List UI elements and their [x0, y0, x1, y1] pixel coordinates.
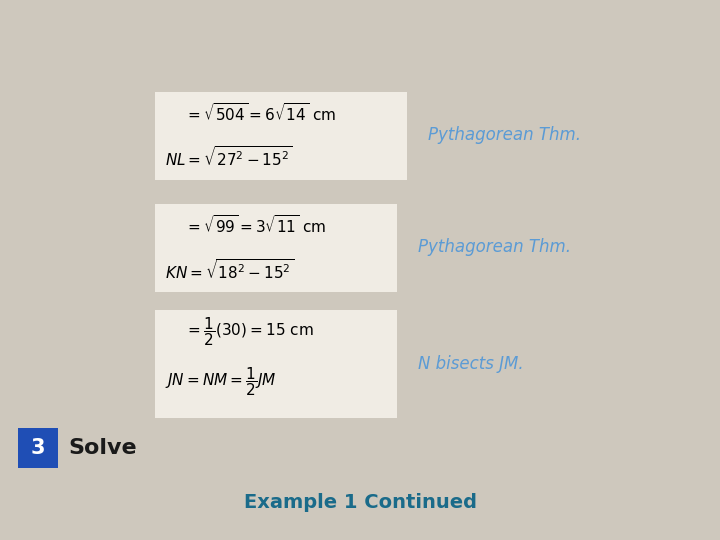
FancyBboxPatch shape	[155, 92, 407, 180]
Text: $KN = \sqrt{18^2 - 15^2}$: $KN = \sqrt{18^2 - 15^2}$	[165, 258, 294, 282]
FancyBboxPatch shape	[18, 428, 58, 468]
Text: Pythagorean Thm.: Pythagorean Thm.	[418, 238, 571, 256]
Text: $JN = NM = \dfrac{1}{2}JM$: $JN = NM = \dfrac{1}{2}JM$	[165, 366, 276, 399]
Text: $NL = \sqrt{27^2 - 15^2}$: $NL = \sqrt{27^2 - 15^2}$	[165, 145, 292, 169]
Text: $= \sqrt{504} = 6\sqrt{14}\ \mathrm{cm}$: $= \sqrt{504} = 6\sqrt{14}\ \mathrm{cm}$	[185, 102, 336, 124]
Text: 3: 3	[31, 438, 45, 458]
Text: $= \dfrac{1}{2}(30) = 15\ \mathrm{cm}$: $= \dfrac{1}{2}(30) = 15\ \mathrm{cm}$	[185, 315, 314, 348]
Text: Example 1 Continued: Example 1 Continued	[243, 492, 477, 511]
FancyBboxPatch shape	[155, 310, 397, 418]
Text: Solve: Solve	[68, 438, 137, 458]
Text: Pythagorean Thm.: Pythagorean Thm.	[428, 126, 581, 144]
Text: N bisects JM.: N bisects JM.	[418, 355, 523, 373]
FancyBboxPatch shape	[155, 204, 397, 292]
Text: $= \sqrt{99} = 3\sqrt{11}\ \mathrm{cm}$: $= \sqrt{99} = 3\sqrt{11}\ \mathrm{cm}$	[185, 214, 326, 236]
